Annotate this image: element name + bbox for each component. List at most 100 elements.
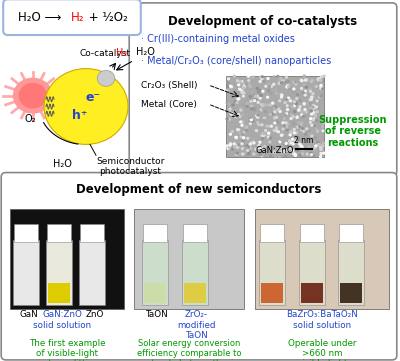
Bar xyxy=(80,224,104,242)
Circle shape xyxy=(266,104,268,106)
Circle shape xyxy=(239,132,241,134)
Circle shape xyxy=(313,122,315,124)
Circle shape xyxy=(272,113,274,115)
Circle shape xyxy=(245,127,247,129)
Circle shape xyxy=(243,84,245,86)
Circle shape xyxy=(301,114,303,116)
Circle shape xyxy=(290,156,292,157)
Circle shape xyxy=(244,153,246,155)
Bar xyxy=(46,240,72,305)
Circle shape xyxy=(228,118,230,120)
Circle shape xyxy=(272,102,274,104)
Circle shape xyxy=(248,79,250,81)
Circle shape xyxy=(312,93,314,95)
Circle shape xyxy=(315,128,317,130)
Circle shape xyxy=(286,148,288,150)
Circle shape xyxy=(227,86,229,87)
Circle shape xyxy=(276,130,278,132)
Circle shape xyxy=(303,75,305,77)
Circle shape xyxy=(227,114,229,116)
Circle shape xyxy=(243,137,245,139)
Circle shape xyxy=(289,148,291,149)
Circle shape xyxy=(292,116,294,118)
Circle shape xyxy=(227,148,229,149)
Circle shape xyxy=(97,70,115,86)
Circle shape xyxy=(305,86,307,88)
Circle shape xyxy=(299,154,301,156)
Circle shape xyxy=(318,96,320,98)
Circle shape xyxy=(320,95,322,97)
Circle shape xyxy=(318,144,320,145)
Circle shape xyxy=(246,145,248,147)
Circle shape xyxy=(231,86,233,88)
Circle shape xyxy=(265,154,267,156)
Circle shape xyxy=(302,130,304,132)
Circle shape xyxy=(294,81,296,83)
Circle shape xyxy=(294,127,296,129)
Circle shape xyxy=(288,84,290,86)
Circle shape xyxy=(258,145,260,147)
Circle shape xyxy=(243,87,245,88)
Circle shape xyxy=(284,142,286,144)
Circle shape xyxy=(236,144,238,146)
Circle shape xyxy=(236,101,238,103)
Circle shape xyxy=(316,100,318,102)
Circle shape xyxy=(234,101,236,103)
Circle shape xyxy=(299,126,301,127)
Circle shape xyxy=(251,91,253,93)
Circle shape xyxy=(306,153,308,155)
Circle shape xyxy=(258,90,260,91)
Circle shape xyxy=(274,106,276,108)
Circle shape xyxy=(282,128,284,130)
Bar xyxy=(255,209,389,309)
Bar xyxy=(81,283,103,303)
Circle shape xyxy=(254,95,256,97)
Bar xyxy=(14,224,38,242)
Circle shape xyxy=(278,141,280,143)
Circle shape xyxy=(267,78,269,79)
Circle shape xyxy=(230,133,232,135)
Circle shape xyxy=(302,116,304,117)
Circle shape xyxy=(258,91,260,93)
Circle shape xyxy=(262,134,264,136)
Text: GaN: GaN xyxy=(20,310,38,319)
Text: ZrO₂-
modified
TaON: ZrO₂- modified TaON xyxy=(177,310,215,340)
Circle shape xyxy=(257,114,259,116)
Circle shape xyxy=(236,152,238,154)
Bar xyxy=(79,240,105,305)
Circle shape xyxy=(240,136,242,138)
Circle shape xyxy=(312,119,314,121)
Circle shape xyxy=(268,146,270,148)
Circle shape xyxy=(232,148,234,150)
Text: O₂: O₂ xyxy=(24,114,36,124)
Circle shape xyxy=(270,137,272,139)
Text: H₂: H₂ xyxy=(71,10,85,24)
Circle shape xyxy=(259,153,261,155)
Circle shape xyxy=(236,80,238,82)
Circle shape xyxy=(280,93,282,95)
Circle shape xyxy=(230,113,232,115)
Circle shape xyxy=(290,142,292,144)
Circle shape xyxy=(271,122,273,124)
Circle shape xyxy=(277,147,279,149)
Circle shape xyxy=(293,129,295,130)
Circle shape xyxy=(293,112,295,114)
Circle shape xyxy=(294,140,296,142)
Circle shape xyxy=(260,109,262,111)
Circle shape xyxy=(313,105,315,106)
Circle shape xyxy=(241,143,243,145)
Circle shape xyxy=(286,145,288,147)
Circle shape xyxy=(273,130,275,131)
Circle shape xyxy=(275,122,277,124)
Circle shape xyxy=(304,83,306,85)
FancyBboxPatch shape xyxy=(129,3,397,176)
Circle shape xyxy=(14,78,52,113)
Circle shape xyxy=(268,84,270,86)
Circle shape xyxy=(285,122,287,124)
Circle shape xyxy=(283,82,285,84)
Circle shape xyxy=(279,77,281,79)
Circle shape xyxy=(262,105,264,107)
Circle shape xyxy=(243,92,245,94)
Circle shape xyxy=(310,109,312,111)
Circle shape xyxy=(296,97,298,99)
